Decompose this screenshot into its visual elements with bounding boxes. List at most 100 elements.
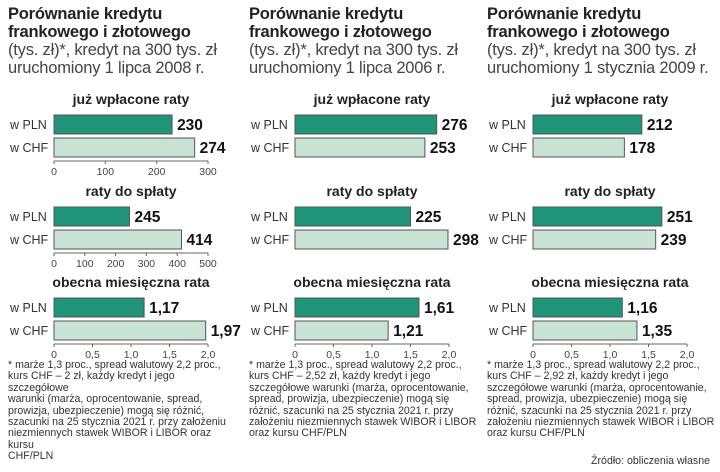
tick-label: 0 [292,349,298,361]
panel-title: już wpłacone raty [72,91,190,107]
footnote-line: spread, prowizja, ubezpieczenie) mogą si… [249,393,450,406]
bar-pln [53,297,145,318]
tick-label: 300 [199,166,217,178]
footnote-line: szacunki na 25 stycznia 2021 r. przy zał… [8,416,226,429]
column-title: Porównanie kredytu frankowego i złotoweg… [249,5,481,77]
value-label: 1,97 [211,323,241,340]
footnote-line: * marże 1,3 proc., spread walutowy 2,2 p… [487,359,700,371]
footnote-line: warunki (marża, oprocentowanie, spread, [8,393,203,406]
category-label: w CHF [9,324,49,338]
subtitle-line: uruchomiony 1 lipca 2008 r. [8,59,205,77]
category-label: w CHF [250,141,290,155]
tick-label: 0 [51,349,57,361]
footnote: * marże 1,3 proc., spread walutowy 2,2 p… [249,359,479,440]
panel-title: obecna miesięczna rata [293,274,450,290]
bar-chf [532,137,625,158]
footnote-line: różnić, szacunki na 25 stycznia 2021 r. … [249,404,454,417]
tick-label: 0,5 [564,349,579,361]
tick-label: 200 [107,258,125,270]
bar-chf [294,137,426,158]
category-label: w PLN [9,118,47,132]
title-line: Porównanie kredytu [249,5,404,23]
footnote-line: szczegółowe warunki (marża, oprocentowan… [487,381,707,394]
footnote: * marże 1,3 proc., spread walutowy 2,2 p… [8,359,238,463]
tick-label: 1,5 [403,349,418,361]
tick-label: 200 [148,166,166,178]
category-label: w CHF [9,141,49,155]
column-title: Porównanie kredytu frankowego i złotoweg… [487,5,719,77]
chart-column-1: Porównanie kredytu frankowego i złotoweg… [8,0,241,472]
category-label: w PLN [250,210,288,224]
footnote-line: założeniu niezmiennych stawek WIBOR i LI… [249,416,477,429]
tick-label: 300 [138,258,156,270]
footnote: * marże 1,3 proc., spread walutowy 2,2 p… [487,359,717,440]
tick-label: 2,0 [442,349,457,361]
category-label: w CHF [488,233,528,247]
value-label: 251 [667,209,693,226]
footnote-line: szczegółowe warunki (marża, oprocentowan… [249,381,469,394]
bar-pln [532,114,643,135]
value-label: 276 [442,117,468,134]
bar-pln [532,206,663,227]
footnote-line: * marże 1,3 proc., spread walutowy 2,2 p… [8,359,221,371]
tick-label: 0 [51,258,57,270]
footnote-line: kurs CHF – 2,92 zł, każdy kredyt i jego [487,370,669,383]
bar-pln [294,297,420,318]
bar-pln [532,297,623,318]
column-title: Porównanie kredytu frankowego i złotoweg… [8,5,240,77]
footnote-line: spread, prowizja, ubezpieczenie) mogą si… [487,393,688,406]
value-label: 1,17 [149,300,179,317]
tick-label: 1,5 [162,349,177,361]
bar-pln [294,114,438,135]
category-label: w PLN [250,301,288,315]
subtitle-line: uruchomiony 1 lipca 2006 r. [249,59,446,77]
title-line: Porównanie kredytu [8,5,163,23]
tick-label: 2,0 [680,349,695,361]
panel-title: obecna miesięczna rata [531,274,688,290]
bar-charts-column-2: już wpłacone raty w PLN 276 w CHF 253 raty do… [250,91,479,361]
footnote-line: prowizja, ubezpieczenie) mogą się różnić… [8,404,205,417]
category-label: w PLN [250,118,288,132]
value-label: 245 [134,209,160,226]
category-label: w PLN [488,210,526,224]
footnote-line: oraz kursu CHF/PLN [487,427,585,440]
chart-column-2: Porównanie kredytu frankowego i złotoweg… [249,0,479,472]
tick-label: 0,5 [326,349,341,361]
value-label: 274 [200,140,226,157]
category-label: w PLN [9,210,47,224]
tick-label: 400 [168,258,186,270]
title-line: frankowego i złotowego [8,23,191,41]
footnote-line: kurs CHF – 2,52 zł, każdy kredyt i jego [249,370,431,383]
bar-chf [294,320,389,341]
tick-label: 2,0 [201,349,216,361]
value-label: 1,21 [393,323,424,340]
bar-chf [53,320,207,341]
tick-label: 100 [97,166,115,178]
tick-label: 1,0 [124,349,139,361]
bar-chf [532,229,657,250]
panel-title: obecna miesięczna rata [52,274,209,290]
footnote-line: założeniu niezmiennych stawek WIBOR i LI… [487,416,715,429]
title-line: frankowego i złotowego [487,23,670,41]
value-label: 1,35 [642,323,673,340]
tick-label: 1,0 [365,349,380,361]
value-label: 239 [661,232,687,249]
panel-title: raty do spłaty [85,183,176,199]
footnote-line: oraz kursu CHF/PLN [249,427,347,440]
tick-label: 1,0 [603,349,618,361]
panel-title: już wpłacone raty [313,91,431,107]
footnote-line: kurs CHF – 2 zł, każdy kredyt i jego szc… [8,370,175,394]
footnote-line: CHF/PLN [8,450,54,463]
category-label: w PLN [488,301,526,315]
bar-pln [53,114,173,135]
value-label: 298 [453,232,479,249]
bar-pln [294,206,411,227]
tick-label: 0 [530,349,536,361]
bar-chf [532,320,638,341]
category-label: w CHF [488,141,528,155]
category-label: w CHF [488,324,528,338]
tick-label: 0,5 [85,349,100,361]
value-label: 178 [629,140,655,157]
tick-label: 100 [76,258,94,270]
panel-title: raty do spłaty [326,183,417,199]
